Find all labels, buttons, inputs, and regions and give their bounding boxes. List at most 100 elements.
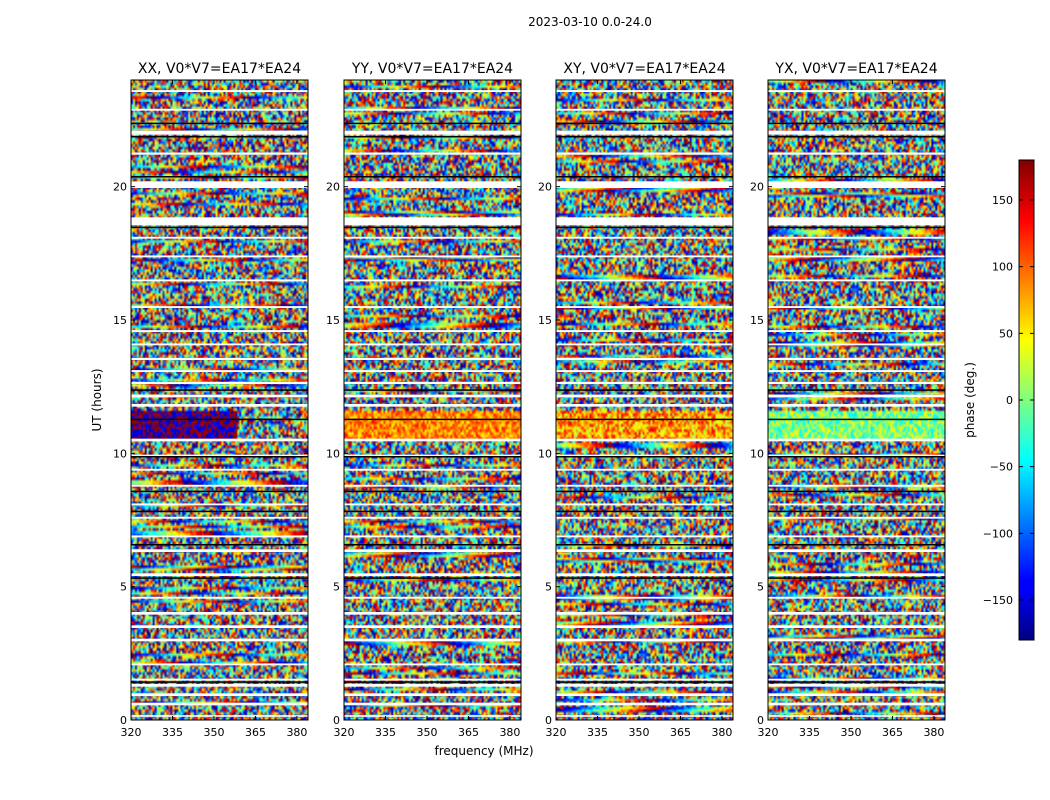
colorbar-tick-label: −100 bbox=[983, 527, 1013, 540]
dark-line bbox=[131, 122, 308, 125]
blank-band bbox=[556, 468, 733, 471]
blank-band bbox=[131, 612, 308, 615]
blank-band bbox=[556, 181, 733, 188]
blank-band bbox=[344, 678, 521, 681]
y-tick-label: 10 bbox=[113, 447, 127, 460]
blank-band bbox=[768, 394, 945, 398]
x-tick-label: 320 bbox=[121, 726, 142, 739]
y-tick-label: 10 bbox=[750, 447, 764, 460]
blank-band bbox=[768, 468, 945, 471]
blank-band bbox=[556, 535, 733, 538]
dark-line bbox=[556, 544, 733, 546]
blank-band bbox=[768, 404, 945, 407]
y-tick-label: 10 bbox=[326, 447, 340, 460]
x-tick-label: 335 bbox=[587, 726, 608, 739]
y-tick-label: 15 bbox=[326, 314, 340, 327]
blank-band bbox=[556, 306, 733, 308]
x-tick-label: 380 bbox=[286, 726, 307, 739]
y-tick-label: 20 bbox=[750, 181, 764, 194]
dark-line bbox=[768, 176, 945, 178]
blank-band bbox=[556, 217, 733, 226]
blank-band bbox=[344, 535, 521, 538]
blank-band bbox=[556, 625, 733, 628]
blank-band bbox=[768, 702, 945, 706]
dark-line bbox=[556, 577, 733, 579]
blank-band bbox=[556, 152, 733, 155]
blank-band bbox=[556, 90, 733, 92]
blank-band bbox=[344, 236, 521, 239]
x-tick-label: 350 bbox=[628, 726, 649, 739]
blank-band bbox=[556, 130, 733, 135]
blank-band bbox=[556, 370, 733, 372]
blank-band bbox=[768, 370, 945, 372]
blank-band bbox=[556, 702, 733, 706]
blank-band bbox=[131, 130, 308, 135]
blank-band bbox=[131, 181, 308, 188]
blank-band bbox=[344, 625, 521, 628]
blank-band bbox=[344, 684, 521, 687]
blank-band bbox=[768, 357, 945, 360]
blank-band bbox=[768, 612, 945, 615]
y-tick-label: 0 bbox=[545, 714, 552, 727]
dark-line bbox=[344, 389, 521, 391]
x-tick-label: 380 bbox=[923, 726, 944, 739]
blank-band bbox=[344, 370, 521, 372]
blank-band bbox=[556, 236, 733, 239]
dark-line bbox=[768, 122, 945, 125]
blank-band bbox=[556, 663, 733, 666]
blank-band bbox=[556, 330, 733, 332]
x-tick-label: 365 bbox=[882, 726, 903, 739]
blank-band bbox=[344, 702, 521, 706]
dark-line bbox=[344, 418, 521, 421]
blank-band bbox=[556, 549, 733, 552]
blank-band bbox=[768, 573, 945, 576]
y-tick-label: 5 bbox=[545, 581, 552, 594]
blank-band bbox=[556, 357, 733, 360]
blank-band bbox=[344, 381, 521, 384]
y-tick-label: 0 bbox=[757, 714, 764, 727]
colorbar-tick-label: −150 bbox=[983, 594, 1013, 607]
blank-band bbox=[768, 90, 945, 92]
dark-line bbox=[556, 389, 733, 391]
blank-band bbox=[131, 217, 308, 226]
dark-line bbox=[768, 389, 945, 391]
blank-band bbox=[556, 715, 733, 717]
y-tick-label: 20 bbox=[538, 181, 552, 194]
dark-line bbox=[131, 176, 308, 178]
panel-title: XX, V0*V7=EA17*EA24 bbox=[138, 61, 301, 77]
blank-band bbox=[556, 612, 733, 615]
blank-band bbox=[131, 678, 308, 681]
dark-line bbox=[768, 456, 945, 458]
x-tick-label: 320 bbox=[758, 726, 779, 739]
blank-band bbox=[768, 596, 945, 599]
blank-band bbox=[768, 130, 945, 135]
blank-band bbox=[768, 217, 945, 226]
dark-line bbox=[344, 490, 521, 493]
blank-band bbox=[131, 404, 308, 407]
blank-band bbox=[556, 343, 733, 346]
dark-line bbox=[768, 490, 945, 493]
blank-band bbox=[344, 663, 521, 666]
blank-band bbox=[131, 625, 308, 628]
blank-band bbox=[768, 535, 945, 538]
blank-band bbox=[344, 343, 521, 346]
panel-3: XY, V0*V7=EA17*EA24 320 335 350 365 380 0 5 10 15… bbox=[538, 61, 734, 739]
blank-band bbox=[344, 573, 521, 576]
x-tick-label: 380 bbox=[711, 726, 732, 739]
blank-band bbox=[131, 236, 308, 239]
blank-band bbox=[768, 625, 945, 628]
blank-band bbox=[768, 181, 945, 188]
x-tick-label: 365 bbox=[458, 726, 479, 739]
blank-band bbox=[131, 370, 308, 372]
x-tick-label: 335 bbox=[799, 726, 820, 739]
blank-band bbox=[556, 638, 733, 642]
blank-band bbox=[344, 484, 521, 487]
dark-line bbox=[556, 510, 733, 513]
blank-band bbox=[556, 484, 733, 487]
blank-band bbox=[768, 236, 945, 239]
x-tick-label: 350 bbox=[416, 726, 437, 739]
x-tick-label: 365 bbox=[245, 726, 266, 739]
blank-band bbox=[131, 702, 308, 706]
dark-line bbox=[344, 122, 521, 125]
blank-band bbox=[131, 693, 308, 696]
